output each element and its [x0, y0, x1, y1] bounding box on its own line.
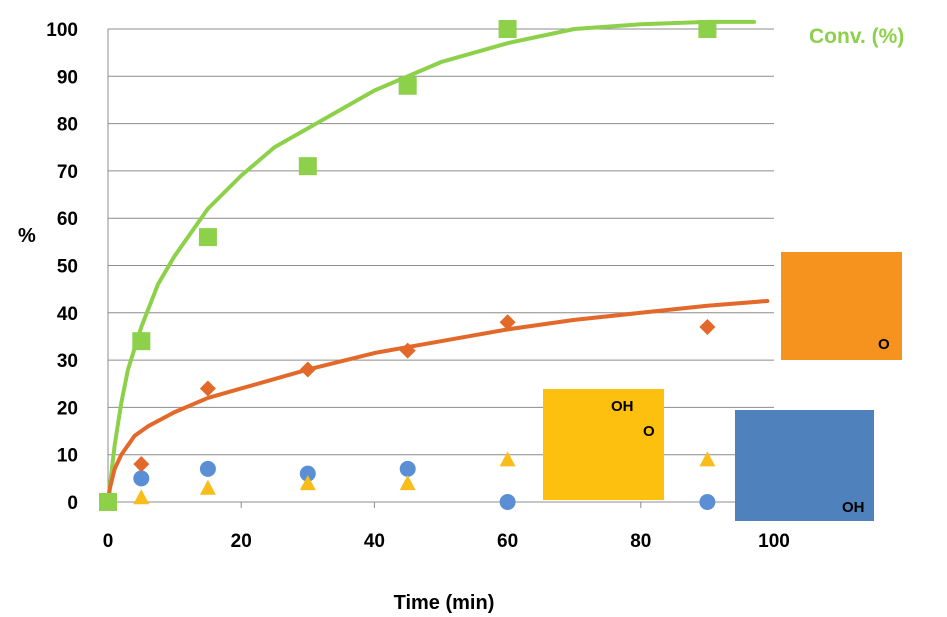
circle-point [299, 465, 316, 482]
x-tick-label: 40 [364, 531, 385, 552]
square-point [498, 20, 517, 38]
orange-structure-oxygen-label: O [878, 336, 890, 353]
trendline-series-1 [106, 298, 770, 504]
gridlines [108, 28, 774, 456]
blue-structure-background [735, 410, 874, 521]
square-point [99, 493, 117, 511]
legend-label-conversion: Conv. (%) [809, 25, 904, 48]
diamond-point [133, 456, 150, 473]
triangle-point [499, 451, 516, 467]
diamond-point [299, 361, 316, 378]
x-tick-labels: 0 20 40 60 80 100 [103, 531, 790, 552]
x-tick-label: 60 [497, 531, 518, 552]
square-point [398, 76, 417, 95]
triangle-point [399, 475, 416, 491]
blue-structure-hydroxyl-label: OH [842, 499, 865, 516]
circle-point [199, 460, 216, 477]
yellow-structure-oxygen-label: O [643, 423, 655, 440]
circle-point [133, 470, 150, 487]
circle-point [399, 460, 416, 477]
yellow-structure-panel: OH O [543, 389, 664, 500]
y-tick-label: 0 [67, 493, 78, 514]
y-axis-title: % [18, 225, 36, 247]
y-tick-label: 40 [57, 304, 78, 325]
square-point [298, 157, 317, 176]
data-markers [99, 20, 717, 511]
square-point [132, 332, 151, 351]
x-tick-label: 20 [231, 531, 252, 552]
y-tick-label: 10 [57, 446, 78, 467]
circle-point [499, 494, 516, 510]
y-tick-labels: 0 10 20 30 40 50 60 70 80 90 100 [46, 20, 78, 514]
trendline-series-0 [106, 19, 757, 504]
y-tick-label: 90 [57, 67, 78, 88]
diamond-point [399, 342, 416, 359]
yellow-structure-background [543, 389, 664, 500]
diamond-point [699, 318, 716, 335]
y-tick-label: 60 [57, 209, 78, 230]
triangle-point [699, 451, 716, 467]
axes [107, 29, 775, 508]
square-point [698, 20, 717, 38]
diamond-point [499, 314, 516, 331]
diamond-point [199, 380, 216, 397]
y-tick-label: 30 [57, 351, 78, 372]
yellow-structure-hydroxyl-label: OH [611, 398, 634, 415]
triangle-point [199, 479, 216, 495]
blue-structure-panel: OH [735, 410, 874, 521]
y-tick-label: 50 [57, 257, 78, 278]
triangle-point [133, 489, 150, 505]
circle-point [699, 494, 716, 510]
y-tick-label: 80 [57, 115, 78, 136]
square-point [198, 228, 217, 247]
x-tick-label: 0 [103, 531, 114, 552]
orange-structure-panel: O [781, 252, 902, 360]
y-tick-label: 20 [57, 398, 78, 419]
trendlines [106, 19, 770, 504]
y-tick-label: 70 [57, 162, 78, 183]
x-tick-label: 80 [630, 531, 651, 552]
x-tick-label: 100 [758, 531, 790, 552]
x-axis-title: Time (min) [394, 592, 495, 614]
orange-structure-background [781, 252, 902, 360]
y-tick-label: 100 [46, 20, 78, 41]
triangle-point [299, 475, 316, 491]
